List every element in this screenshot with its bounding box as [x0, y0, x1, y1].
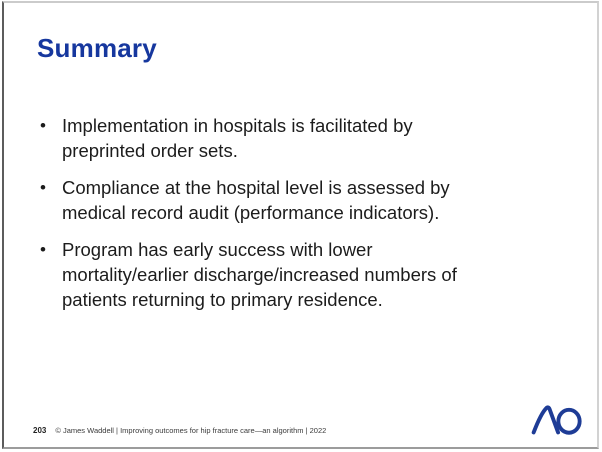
bullet-marker: • — [40, 116, 46, 135]
ao-logo — [530, 403, 582, 437]
bullet-text: Compliance at the hospital level is asse… — [62, 177, 450, 223]
slide-footer: 203 © James Waddell | Improving outcomes … — [33, 426, 326, 435]
bullet-text: Implementation in hospitals is facilitat… — [62, 115, 413, 161]
bullet-item: • Implementation in hospitals is facilit… — [38, 113, 476, 163]
ao-logo-icon — [531, 405, 582, 435]
page-number: 203 — [33, 426, 47, 435]
bullet-item: • Program has early success with lower m… — [38, 237, 476, 312]
bullet-list: • Implementation in hospitals is facilit… — [38, 113, 476, 324]
bullet-item: • Compliance at the hospital level is as… — [38, 175, 476, 225]
slide-title: Summary — [37, 33, 157, 63]
footer-attribution: © James Waddell | Improving outcomes for… — [55, 426, 327, 435]
bullet-marker: • — [40, 178, 46, 197]
bullet-text: Program has early success with lower mor… — [62, 239, 457, 310]
bullet-marker: • — [40, 240, 46, 259]
